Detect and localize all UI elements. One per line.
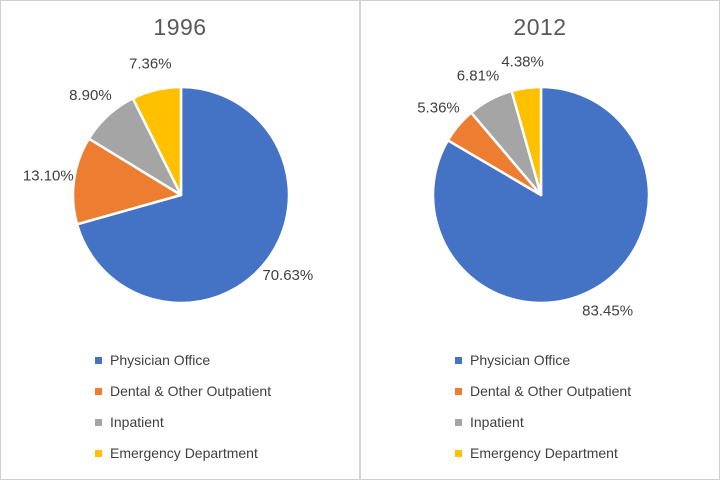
legend-swatch-emergency-department — [95, 449, 102, 457]
slice-label-physician-office: 70.63% — [262, 267, 313, 284]
slice-label-inpatient: 8.90% — [69, 87, 112, 104]
pie-slice-dental-other-outpatient — [71, 137, 183, 226]
legend-label-emergency-department: Emergency Department — [110, 445, 258, 461]
pie-chart-1996: 70.63% 13.10% 8.90% 7.36% — [23, 56, 313, 305]
slice-label-physician-office: 83.45% — [582, 302, 633, 319]
panel-divider — [359, 0, 361, 480]
legend-swatch-emergency-department — [455, 449, 462, 457]
legend-swatch-physician-office — [95, 356, 102, 364]
legend-item-physician-office: Physician Office — [455, 351, 631, 369]
legend-label-physician-office: Physician Office — [110, 352, 211, 368]
legend-swatch-inpatient — [455, 418, 462, 426]
legend-1996: Physician Office Dental & Other Outpatien… — [95, 351, 271, 475]
legend-label-inpatient: Inpatient — [110, 414, 164, 430]
slice-label-emergency-department: 4.38% — [501, 53, 544, 70]
chart-title-2012: 2012 — [513, 14, 567, 40]
legend-label-dental-other-outpatient: Dental & Other Outpatient — [470, 383, 632, 399]
legend-swatch-dental-other-outpatient — [455, 387, 462, 395]
legend-item-physician-office: Physician Office — [95, 351, 271, 369]
legend-item-emergency-department: Emergency Department — [95, 444, 271, 462]
pie-slice-physician-office — [75, 85, 291, 305]
legend-item-emergency-department: Emergency Department — [455, 444, 631, 462]
chart-title-1996: 1996 — [153, 14, 207, 40]
legend-swatch-dental-other-outpatient — [95, 387, 102, 395]
legend-label-emergency-department: Emergency Department — [470, 445, 618, 461]
legend-item-dental-other-outpatient: Dental & Other Outpatient — [455, 382, 631, 400]
legend-item-inpatient: Inpatient — [455, 413, 631, 431]
legend-swatch-inpatient — [95, 418, 102, 426]
pie-chart-2012: 83.45% 5.36% 6.81%4.38% — [417, 53, 651, 319]
chart-panel-1996: 1996 70.63% 13.10% 8.90% 7.36% Physician Of… — [23, 14, 313, 475]
pie-slice-emergency-department — [131, 85, 183, 197]
chart-panel-2012: 2012 83.45% 5.36% 6.81% 4.38% Physician Off… — [360, 0, 720, 480]
legend-label-physician-office: Physician Office — [470, 352, 571, 368]
pie-slice-emergency-department — [510, 85, 543, 197]
slice-label-dental-other-outpatient: 13.10% — [23, 168, 74, 185]
slice-label-inpatient: 6.81% — [457, 68, 500, 85]
legend-item-dental-other-outpatient: Dental & Other Outpatient — [95, 382, 271, 400]
slice-label-emergency-department: 7.36% — [129, 56, 172, 73]
legend-swatch-physician-office — [455, 356, 462, 364]
legend-2012: Physician Office Dental & Other Outpatien… — [455, 351, 631, 475]
legend-label-inpatient: Inpatient — [470, 414, 524, 430]
legend-item-inpatient: Inpatient — [95, 413, 271, 431]
legend-label-dental-other-outpatient: Dental & Other Outpatient — [110, 383, 272, 399]
slice-label-dental-other-outpatient: 5.36% — [417, 100, 460, 117]
